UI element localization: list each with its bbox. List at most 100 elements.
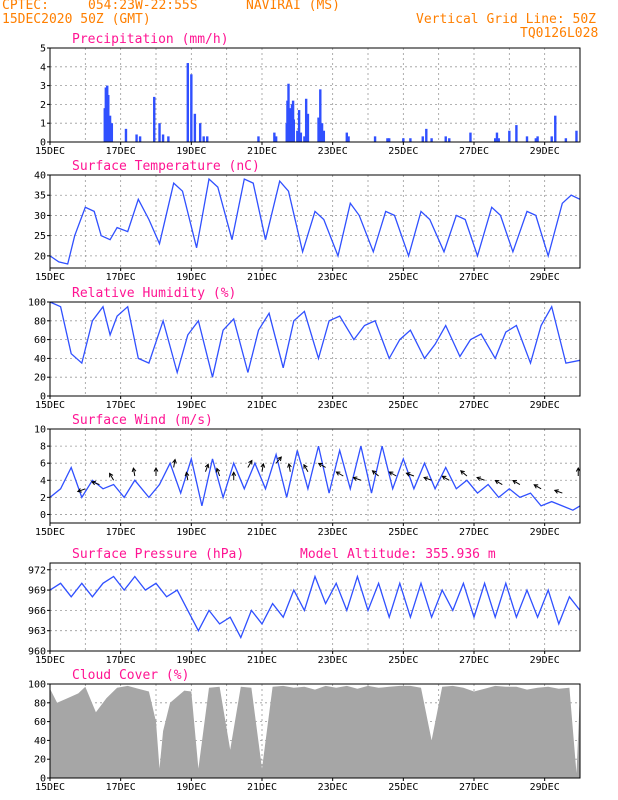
precip-bar — [257, 136, 260, 142]
precip-bar — [292, 119, 295, 142]
wind-arrow — [303, 464, 309, 472]
temp-ytick-label: 20 — [34, 251, 46, 262]
pres-xtick-label: 19DEC — [176, 655, 206, 666]
wind-arrow — [185, 472, 189, 481]
cloud-ytick-label: 20 — [34, 755, 46, 766]
wind-arrow — [554, 489, 563, 494]
rh-ytick-label: 0 — [40, 392, 46, 403]
precip-bar — [202, 136, 205, 142]
cloud-frame — [49, 683, 581, 779]
wind-arrow-head — [405, 472, 411, 477]
pres-xtick-label: 15DEC — [35, 655, 65, 666]
wind-arrow-head — [335, 471, 341, 476]
header-coords: 054:23W-22:55S — [88, 0, 198, 13]
precip-bar — [494, 138, 497, 142]
cloud-title: Cloud Cover (%) — [72, 668, 189, 683]
wind-arrow — [442, 475, 450, 481]
pres-ytick-label: 960 — [28, 647, 46, 658]
wind-ytick-label: 8 — [40, 442, 46, 453]
rh-ytick-label: 40 — [34, 354, 46, 365]
wind-arrow-head — [204, 463, 210, 469]
temp-xtick-label: 21DEC — [247, 272, 277, 283]
wind-ytick-label: 6 — [40, 459, 46, 470]
precip-bar — [306, 113, 310, 142]
pres-xtick-label: 23DEC — [318, 655, 348, 666]
wind-arrow — [132, 468, 136, 477]
wind-arrow-head — [76, 488, 82, 493]
pres-title: Surface Pressure (hPa) — [72, 547, 244, 562]
precip-bar — [409, 138, 412, 142]
precip-bar — [299, 132, 303, 142]
precip-xtick-label: 25DEC — [388, 146, 418, 157]
wind-series-line — [49, 445, 581, 511]
rh-xtick-label: 29DEC — [530, 400, 560, 411]
precip-xtick-label: 27DEC — [459, 146, 489, 157]
header-run: 15DEC2020 50Z (GMT) — [2, 12, 151, 27]
wind-arrow-head — [553, 489, 559, 494]
temp-xtick-label: 29DEC — [530, 272, 560, 283]
temp-xtick-label: 25DEC — [388, 272, 418, 283]
precip-bar — [124, 128, 128, 142]
wind-arrow-head — [494, 480, 500, 485]
wind-xtick-label: 23DEC — [318, 527, 348, 538]
wind-arrow — [460, 470, 468, 477]
precip-bar — [430, 138, 433, 142]
precip-ytick-label: 0 — [40, 138, 46, 149]
wind-arrow-head — [153, 466, 159, 472]
pres-ytick-label: 963 — [28, 626, 46, 637]
precip-xtick-label: 21DEC — [247, 146, 277, 157]
rh-ytick-label: 80 — [34, 316, 46, 327]
pres-ytick-label: 969 — [28, 586, 46, 597]
precip-xtick-label: 23DEC — [318, 146, 348, 157]
temp-xtick-label: 17DEC — [106, 272, 136, 283]
rh-title: Relative Humidity (%) — [72, 286, 236, 301]
precip-bar — [193, 113, 197, 142]
precip-bar — [373, 136, 377, 142]
header-code: TQ0126L028 — [520, 26, 599, 41]
cloud-xtick-label: 17DEC — [106, 782, 136, 793]
model-altitude: Model Altitude: 355.936 m — [300, 547, 496, 562]
wind-ytick-label: 10 — [34, 425, 46, 436]
pres-frame — [49, 562, 581, 652]
wind-arrow-head — [131, 467, 137, 473]
wind-title: Surface Wind (m/s) — [72, 413, 213, 428]
precip-bar — [206, 136, 209, 142]
precip-bar — [402, 138, 405, 142]
wind-arrow — [288, 463, 291, 472]
wind-arrow — [318, 463, 326, 468]
temp-xtick-label: 19DEC — [176, 272, 206, 283]
wind-arrow-head — [460, 470, 465, 475]
wind-arrow-head — [352, 476, 358, 481]
precip-bar — [158, 123, 161, 142]
wind-arrow — [476, 477, 485, 481]
pres-series-line — [49, 574, 581, 640]
precip-bar — [347, 136, 350, 142]
wind-arrow — [109, 473, 115, 481]
precip-bar — [186, 63, 189, 142]
precip-ytick-label: 3 — [40, 81, 46, 92]
rh-xtick-label: 27DEC — [459, 400, 489, 411]
cloud-ytick-label: 80 — [34, 698, 46, 709]
rh-xtick-label: 15DEC — [35, 400, 65, 411]
precip-xtick-label: 17DEC — [106, 146, 136, 157]
header-grid-note: Vertical Grid Line: 50Z — [416, 12, 597, 27]
wind-arrow — [423, 477, 432, 481]
precip-bar — [525, 136, 529, 142]
temp-frame — [49, 174, 581, 269]
precip-bar — [167, 136, 170, 142]
precip-title: Precipitation (mm/h) — [72, 32, 229, 47]
wind-ytick-label: 0 — [40, 510, 46, 521]
wind-arrow-head — [388, 471, 394, 476]
wind-arrow — [495, 480, 503, 485]
header-source: CPTEC: — [2, 0, 49, 13]
wind-xtick-label: 29DEC — [530, 527, 560, 538]
wind-arrow — [512, 480, 521, 485]
cloud-ytick-label: 40 — [34, 736, 46, 747]
wind-arrow — [336, 471, 344, 477]
wind-xtick-label: 17DEC — [106, 527, 136, 538]
precip-bar — [190, 74, 193, 142]
precip-bar — [319, 89, 322, 142]
precip-xtick-label: 19DEC — [176, 146, 206, 157]
precip-bar — [135, 134, 138, 142]
cloud-ytick-label: 0 — [40, 774, 46, 785]
